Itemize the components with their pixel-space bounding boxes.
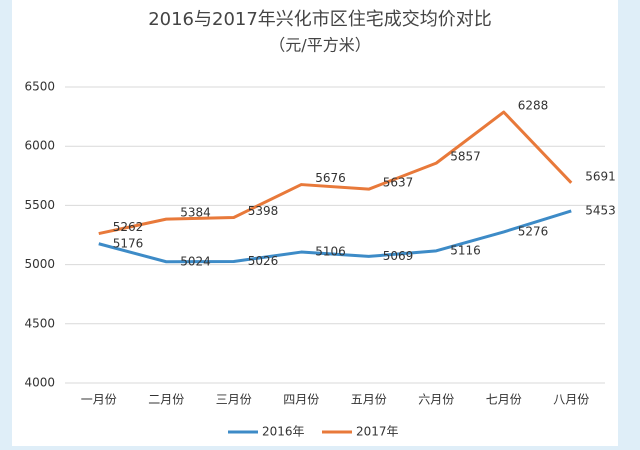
data-label: 5857 [450,150,481,164]
series-line [98,110,573,236]
data-label: 5691 [585,169,616,183]
chart-subtitle: （元/平方米） [269,36,370,55]
x-tick-label: 五月份 [351,393,387,407]
data-label: 5262 [113,220,144,234]
chart-title: 2016与2017年兴化市区住宅成交均价对比 [148,9,492,30]
chart-background [12,0,618,446]
data-label: 5106 [315,245,346,259]
data-label: 5069 [383,249,414,263]
x-tick-label: 七月份 [486,393,522,407]
y-tick-label: 5000 [24,257,55,271]
data-label: 5276 [518,224,549,238]
series-line [98,209,572,264]
y-tick-label: 6500 [24,80,55,94]
legend-label: 2016年 [262,425,305,439]
x-tick-label: 六月份 [418,393,454,407]
data-label: 5676 [315,171,346,185]
data-label: 5398 [248,204,279,218]
x-tick-label: 二月份 [148,393,184,407]
data-label: 6288 [518,99,549,113]
y-tick-label: 5500 [24,198,55,212]
y-tick-label: 4000 [24,376,55,390]
data-label: 5637 [383,176,414,190]
data-label: 5024 [180,254,211,268]
data-label: 5116 [450,243,481,257]
data-label: 5176 [113,236,144,250]
x-tick-label: 八月份 [553,393,589,407]
y-tick-label: 4500 [24,316,55,330]
x-tick-label: 四月份 [283,393,319,407]
data-label: 5384 [180,206,211,220]
x-tick-label: 三月份 [216,393,252,407]
y-tick-label: 6000 [24,139,55,153]
legend-label: 2017年 [356,425,399,439]
x-tick-label: 一月份 [81,393,117,407]
data-label: 5453 [585,203,616,217]
data-label: 5026 [248,254,279,268]
